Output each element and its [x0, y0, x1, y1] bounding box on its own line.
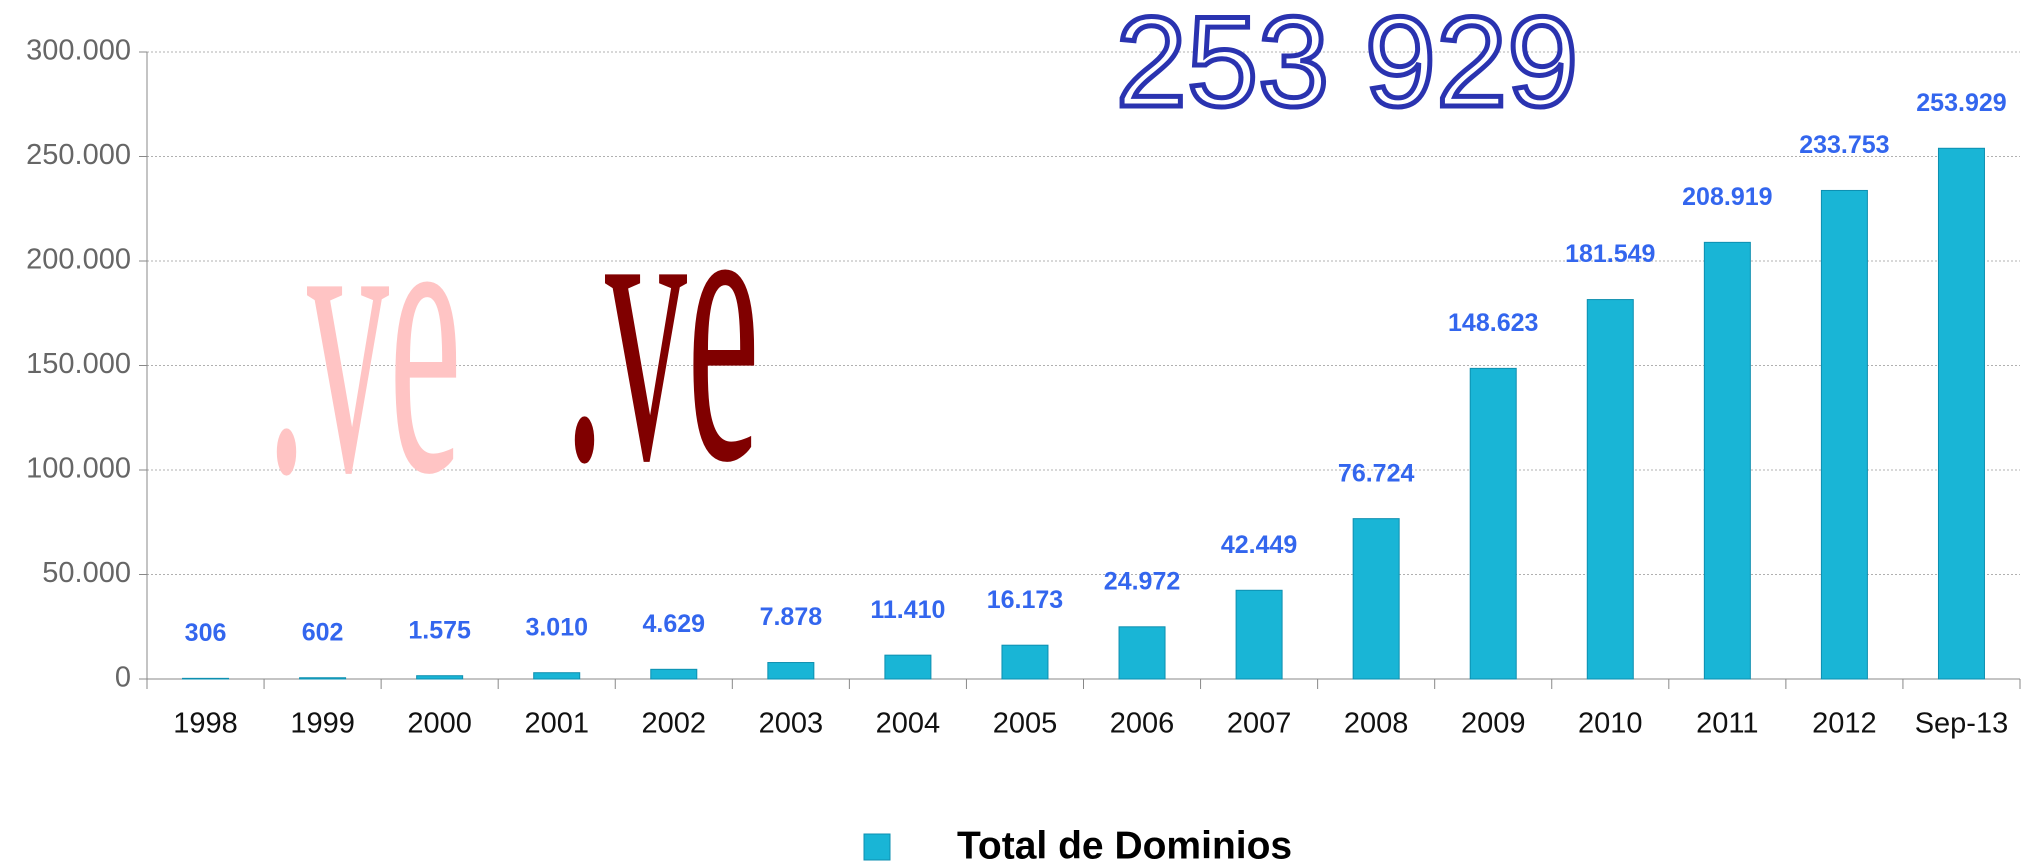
bar: [1118, 626, 1166, 680]
x-tick-label: 2000: [407, 708, 472, 740]
x-tick-label: 1998: [173, 708, 238, 740]
value-label: 76.724: [1338, 459, 1415, 487]
bar: [1235, 589, 1283, 680]
value-label: 602: [302, 618, 344, 646]
y-tick-label: 150.000: [26, 348, 131, 380]
value-label: 42.449: [1221, 531, 1297, 559]
bar: [416, 675, 464, 680]
x-tick-label: 2009: [1461, 708, 1526, 740]
x-tick-label: 2010: [1578, 708, 1643, 740]
y-tick-label: 300.000: [26, 35, 131, 67]
value-label: 3.010: [525, 613, 588, 641]
x-tick-label: 2004: [876, 708, 941, 740]
value-label: 24.972: [1104, 567, 1180, 595]
value-label: 233.753: [1799, 131, 1889, 159]
x-tick-label: 2003: [759, 708, 824, 740]
bar: [767, 662, 815, 680]
y-tick-label: 100.000: [26, 453, 131, 485]
bar: [1703, 241, 1751, 680]
value-label: 253.929: [1916, 89, 2006, 117]
value-label: 7.878: [760, 603, 823, 631]
bar: [650, 668, 698, 680]
y-tick-label: 250.000: [26, 139, 131, 171]
bar: [1352, 518, 1400, 680]
value-label: 208.919: [1682, 183, 1772, 211]
bar: [533, 672, 581, 680]
x-tick-label: 2001: [524, 708, 589, 740]
bar: [182, 677, 230, 680]
bar: [1820, 189, 1868, 680]
x-tick-label: 2011: [1696, 708, 1758, 740]
y-tick-label: 200.000: [26, 244, 131, 276]
x-tick-label: 2002: [642, 708, 707, 740]
x-tick-label: 2008: [1344, 708, 1409, 740]
y-tick-label: 0: [115, 662, 131, 694]
value-label: 1.575: [408, 616, 471, 644]
bar: [299, 677, 347, 680]
x-tick-label: 2007: [1227, 708, 1292, 740]
x-tick-label: Sep-13: [1915, 708, 2009, 740]
x-tick-label: 1999: [290, 708, 355, 740]
x-tick-label: 2012: [1812, 708, 1877, 740]
legend-label: Total de Dominios: [957, 824, 1292, 867]
bar: [1586, 299, 1634, 680]
bar: [1937, 147, 1985, 680]
bar: [884, 654, 932, 680]
bar: [1001, 644, 1049, 680]
bar: [1469, 367, 1517, 680]
ve-logo-dark: .ve: [564, 103, 760, 545]
y-tick-label: 50.000: [42, 557, 131, 589]
value-label: 148.623: [1448, 309, 1538, 337]
legend-swatch: [863, 833, 891, 861]
value-label: 306: [185, 619, 227, 647]
x-tick-label: 2005: [993, 708, 1058, 740]
ve-logo-light: .ve: [266, 115, 462, 557]
value-label: 11.410: [870, 596, 945, 624]
value-label: 4.629: [643, 610, 706, 638]
big-number-annotation: 253 929: [1116, 0, 1579, 134]
value-label: 16.173: [987, 586, 1063, 614]
value-label: 181.549: [1565, 240, 1655, 268]
x-tick-label: 2006: [1110, 708, 1175, 740]
